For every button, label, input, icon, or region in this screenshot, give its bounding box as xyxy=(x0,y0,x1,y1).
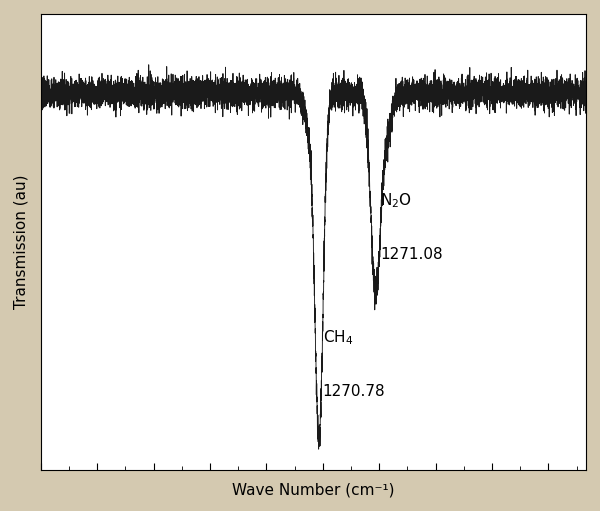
Text: 1271.08: 1271.08 xyxy=(380,247,443,262)
Text: CH$_4$: CH$_4$ xyxy=(323,328,353,347)
Text: 1270.78: 1270.78 xyxy=(323,384,385,399)
X-axis label: Wave Number (cm⁻¹): Wave Number (cm⁻¹) xyxy=(232,482,395,497)
Y-axis label: Transmission (au): Transmission (au) xyxy=(14,175,29,309)
Text: N$_2$O: N$_2$O xyxy=(380,191,412,210)
